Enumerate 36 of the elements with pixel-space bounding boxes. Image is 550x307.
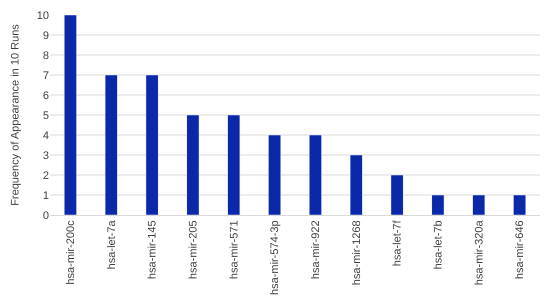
bar — [268, 134, 281, 215]
y-tick-label: 4 — [42, 130, 49, 142]
x-tick-label: hsa-let-7a — [106, 220, 118, 270]
y-tick-label: 1 — [42, 190, 49, 202]
bar — [186, 114, 200, 215]
x-tick-label: hsa-mir-320a — [473, 220, 486, 286]
x-tick-label: hsa-mir-922 — [310, 220, 322, 280]
bar — [146, 74, 158, 215]
bar — [104, 74, 118, 215]
bar — [350, 154, 363, 215]
bar — [513, 194, 526, 215]
bar — [309, 134, 322, 215]
y-tick-label: 9 — [42, 30, 49, 42]
y-tick-label: 7 — [42, 70, 49, 82]
x-tick-label: hsa-mir-1268 — [350, 220, 363, 286]
y-tick-label: 8 — [42, 50, 49, 62]
x-tick-label: hsa-mir-646 — [514, 220, 526, 280]
y-tick-label: 3 — [42, 150, 49, 162]
x-tick-label: hsa-mir-205 — [187, 220, 200, 280]
bar — [64, 15, 77, 215]
bar — [472, 194, 486, 215]
bar — [432, 194, 444, 215]
y-tick-label: 10 — [36, 10, 49, 22]
x-tick-label: hsa-mir-574-3p — [269, 220, 282, 295]
y-tick-label: 0 — [42, 210, 49, 222]
x-tick-label: hsa-mir-145 — [146, 220, 159, 280]
x-tick-label: hsa-let-7f — [392, 219, 404, 266]
y-tick-label: 6 — [42, 90, 49, 102]
bar — [227, 114, 240, 215]
y-tick-label: 5 — [42, 110, 49, 122]
bar — [390, 174, 404, 215]
y-tick-label: 2 — [42, 170, 49, 182]
x-tick-label: hsa-let-7b — [432, 220, 444, 270]
x-tick-label: hsa-mir-571 — [228, 220, 240, 280]
x-tick-label: hsa-mir-200c — [64, 220, 77, 285]
y-axis-title: Frequency of Appearance in 10 Runs — [9, 24, 22, 206]
